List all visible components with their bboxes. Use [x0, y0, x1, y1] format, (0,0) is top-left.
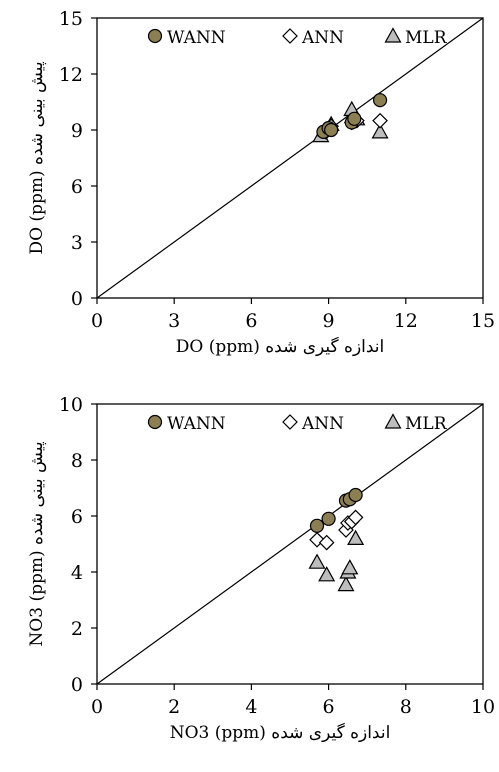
x-tick-label: 0: [91, 696, 103, 718]
data-point-mlr: [341, 559, 359, 575]
x-tick-label: 10: [471, 696, 495, 718]
legend-marker-wann: [147, 28, 163, 44]
legend-marker-mlr: [384, 27, 402, 43]
legend-label: ANN: [301, 28, 344, 48]
legend-marker-wann: [147, 414, 163, 430]
y-tick-label: 12: [59, 64, 83, 86]
x-tick-label: 8: [400, 696, 412, 718]
y-tick-label: 10: [59, 394, 83, 416]
y-tick-label: 6: [71, 506, 83, 528]
y-tick-label: 8: [71, 450, 83, 472]
legend-label: WANN: [167, 414, 226, 434]
data-point-mlr: [308, 553, 326, 569]
legend-label: WANN: [167, 28, 226, 48]
data-point-wann: [347, 111, 362, 126]
y-tick-label: 9: [71, 120, 83, 142]
data-point-wann: [324, 122, 339, 138]
x-tick-label: 4: [245, 696, 257, 718]
y-tick-label: 4: [71, 562, 83, 584]
legend-entry-ann: ANN: [282, 28, 344, 48]
legend-entry-mlr: MLR: [384, 413, 448, 434]
plot-area: [96, 403, 484, 685]
legend-entry-ann: ANN: [282, 414, 344, 434]
plot-area: [96, 17, 484, 299]
y-tick-label: 3: [71, 232, 83, 254]
y-axis-label: DO (ppm) پیش بینی شده: [27, 61, 47, 254]
legend-entry-wann: WANN: [147, 414, 226, 434]
x-tick-label: 2: [168, 696, 180, 718]
data-point-ann: [372, 112, 388, 129]
legend-entry-wann: WANN: [147, 28, 226, 48]
x-tick-label: 3: [168, 310, 180, 332]
reference-line: [96, 17, 484, 299]
x-tick-label: 12: [394, 310, 418, 332]
data-point-wann: [321, 511, 336, 526]
series-wann: [316, 93, 388, 139]
legend-marker-ann: [282, 28, 298, 44]
legend-label: MLR: [405, 414, 448, 434]
data-point-mlr: [347, 529, 365, 545]
do-chart: 0 3 6 9 12 15 0 3 6 9 12 15 DO (ppm) اندازه گیری شده…: [27, 8, 495, 357]
data-point-wann: [309, 518, 325, 533]
data-point-wann: [372, 93, 388, 108]
x-axis-label: NO3 (ppm) اندازه گیری شده: [170, 722, 391, 743]
do-chart-svg: 0 3 6 9 12 15 0 3 6 9 12 15 DO (ppm) اندازه گیری شده…: [27, 8, 495, 357]
data-point-ann: [347, 509, 364, 526]
data-point-ann: [318, 534, 335, 551]
no3-chart-svg: 0 2 4 6 8 10 0 2 4 6 8 10 NO3 (ppm) اندازه گیری شده N…: [27, 394, 495, 743]
data-point-mlr: [318, 566, 336, 582]
data-point-wann: [348, 487, 363, 503]
y-axis-label: NO3 (ppm) پیش بینی شده: [27, 441, 47, 646]
x-tick-label: 6: [323, 696, 335, 718]
reference-line: [96, 403, 484, 685]
x-tick-label: 0: [91, 310, 103, 332]
x-tick-label: 6: [245, 310, 257, 332]
legend-entry-mlr: MLR: [384, 27, 448, 48]
series-wann: [309, 487, 363, 533]
legend-label: MLR: [405, 28, 448, 48]
x-axis-label: DO (ppm) اندازه گیری شده: [176, 336, 385, 357]
legend-label: ANN: [301, 414, 344, 434]
y-tick-label: 0: [71, 674, 83, 696]
data-point-mlr: [371, 123, 389, 139]
series-ann: [309, 509, 364, 551]
legend-marker-ann: [282, 414, 298, 430]
series-mlr: [308, 529, 365, 592]
x-tick-label: 9: [323, 310, 335, 332]
legend-marker-mlr: [384, 413, 402, 429]
y-tick-label: 15: [59, 8, 83, 30]
y-tick-label: 6: [71, 176, 83, 198]
y-tick-label: 2: [71, 618, 83, 640]
no3-chart: 0 2 4 6 8 10 0 2 4 6 8 10 NO3 (ppm) اندازه گیری شده N…: [0, 386, 499, 772]
data-point-mlr: [337, 575, 355, 592]
y-tick-label: 0: [71, 288, 83, 310]
x-tick-label: 15: [471, 310, 495, 332]
